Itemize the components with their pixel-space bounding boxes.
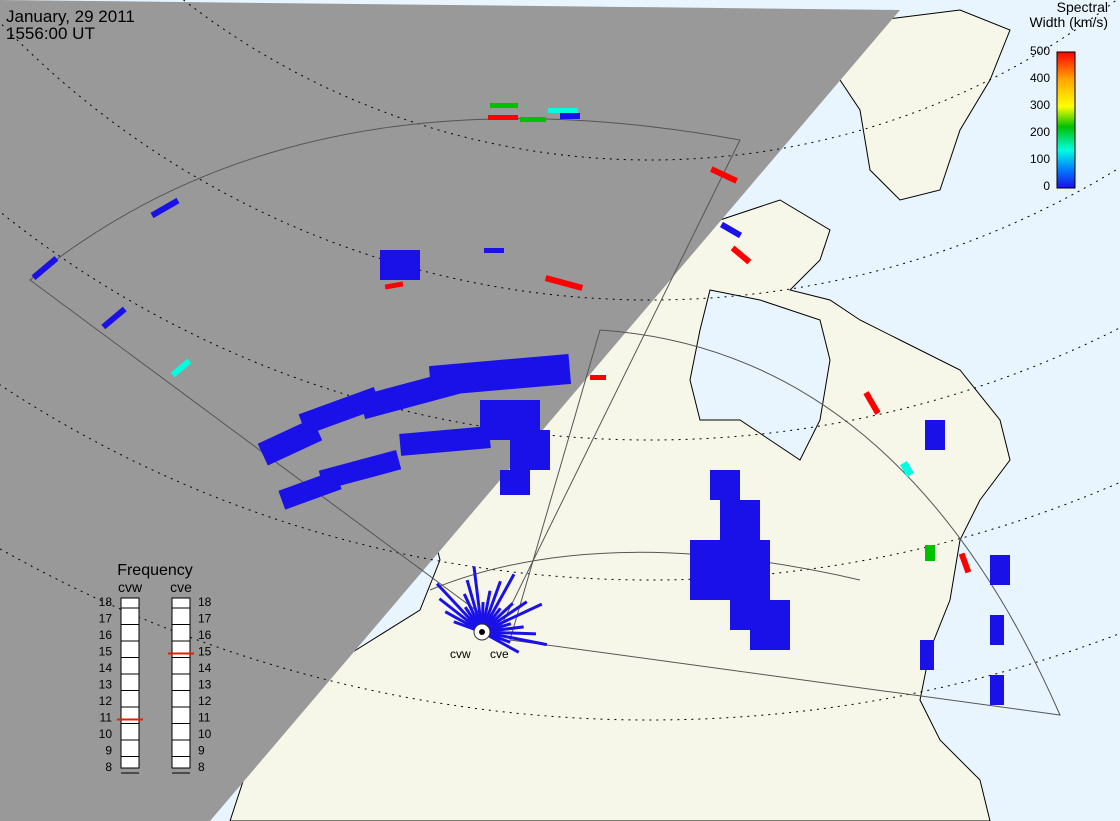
freq-tick-right: 15 [198,645,212,659]
colorbar-title-line2: Width (km/s) [1029,14,1108,30]
backscatter-cell [590,375,606,380]
backscatter-cell [500,470,530,495]
freq-tick-left: 8 [105,760,112,774]
backscatter-cell [384,281,404,290]
backscatter-cell [170,358,192,378]
backscatter-cell [925,420,945,450]
backscatter-cell [990,555,1010,585]
backscatter-cell [150,197,180,219]
backscatter-cell [548,108,578,113]
backscatter-cell [488,115,518,120]
colorbar-tick-300: 300 [1030,98,1050,112]
freq-tick-left: 9 [105,744,112,758]
freq-tick-right: 9 [198,744,205,758]
backscatter-cell [399,426,491,456]
freq-tick-right: 16 [198,628,212,642]
colorbar-title-line1: Spectral [1056,0,1108,15]
backscatter-cell [278,470,342,510]
greenland-land [829,9,1011,201]
backscatter-cell [719,221,743,239]
colorbar-tick-100: 100 [1030,152,1050,166]
backscatter-cell [428,353,572,397]
near-range-fan-ray [481,630,548,647]
freq-tick-right: 12 [198,694,212,708]
near-range-fan-ray [472,566,484,633]
near-range-fan-ray [481,602,543,634]
freq-tick-left: 18 [99,595,113,609]
colorbar-tick-500: 500 [1030,44,1050,58]
freq-tick-right: 17 [198,612,212,626]
colorbar-title: Spectral Width (km/s) [1029,0,1108,30]
backscatter-cell [31,256,59,280]
backscatter-cell [863,391,881,415]
frequency-title: Frequency [117,562,193,579]
backscatter-cell [544,275,584,291]
frequency-ticks: 18 18 17 17 16 16 15 15 14 14 13 13 12 12 11 11 10 10 9 9 8 8 [99,595,212,774]
freq-tick-right: 13 [198,678,212,692]
colorbar-tick-0: 0 [1043,179,1050,193]
radar-fov-outlines [29,118,1061,716]
backscatter-cell [920,640,934,670]
freq-tick-right: 14 [198,661,212,675]
colorbar-tick-400: 400 [1030,71,1050,85]
backscatter-cell [750,620,790,650]
backscatter-cell [990,615,1004,645]
near-range-fan-ray [480,573,516,633]
cvw-fov [29,118,741,629]
freq-tick-right: 11 [198,711,211,725]
backscatter-cell [380,250,420,280]
freq-tick-left: 14 [99,661,113,675]
backscatter-cell [720,500,760,550]
freq-tick-right: 8 [198,760,205,774]
station-label-cvw: cvw [450,647,471,661]
latitude-circles [0,0,1120,721]
backscatter-cell [560,113,580,119]
freq-tick-right: 10 [198,727,212,741]
freq-tick-left: 12 [99,694,113,708]
backscatter-cell [490,103,518,108]
frequency-scale-cvw [120,597,140,769]
hudson-bay [689,289,831,461]
backscatter-cell [520,117,546,122]
freq-tick-left: 15 [99,645,113,659]
backscatter-cell [484,248,504,253]
frequency-panel: Frequency cvw cve 18 18 17 17 16 16 15 15 14 14 13… [99,562,212,774]
backscatter-cells [31,103,1010,705]
freq-tick-left: 13 [99,678,113,692]
colorbar-tick-200: 200 [1030,125,1050,139]
night-shading [0,0,900,821]
freq-tick-left: 11 [100,711,113,725]
backscatter-cell [958,552,972,574]
near-range-fan-ray [435,582,484,634]
freq-tick-left: 16 [99,628,113,642]
backscatter-cell [730,245,752,265]
date-label: January, 29 2011 [6,7,135,26]
backscatter-cell [101,306,127,330]
freq-tick-right: 18 [198,595,212,609]
spectral-width-colorbar: 500 400 300 200 100 0 [1030,44,1076,193]
freq-tick-left: 17 [99,612,113,626]
time-label: 1556:00 UT [6,24,95,43]
cve-fov [509,329,1061,716]
backscatter-cell [710,166,738,184]
backscatter-cell [900,460,914,478]
backscatter-cell [510,430,550,470]
backscatter-cell [318,449,402,491]
fov-inner-arc [429,551,861,591]
colorbar-gradient [1056,51,1076,189]
frequency-label-cvw: cvw [118,579,143,595]
backscatter-cell [925,545,935,561]
radar-station-marker [473,623,491,641]
frequency-label-cve: cve [170,579,192,595]
backscatter-cell [990,675,1004,705]
backscatter-cell [710,470,740,500]
freq-tick-left: 10 [99,727,113,741]
frequency-scale-cve [171,597,191,769]
station-label-cve: cve [490,647,509,661]
